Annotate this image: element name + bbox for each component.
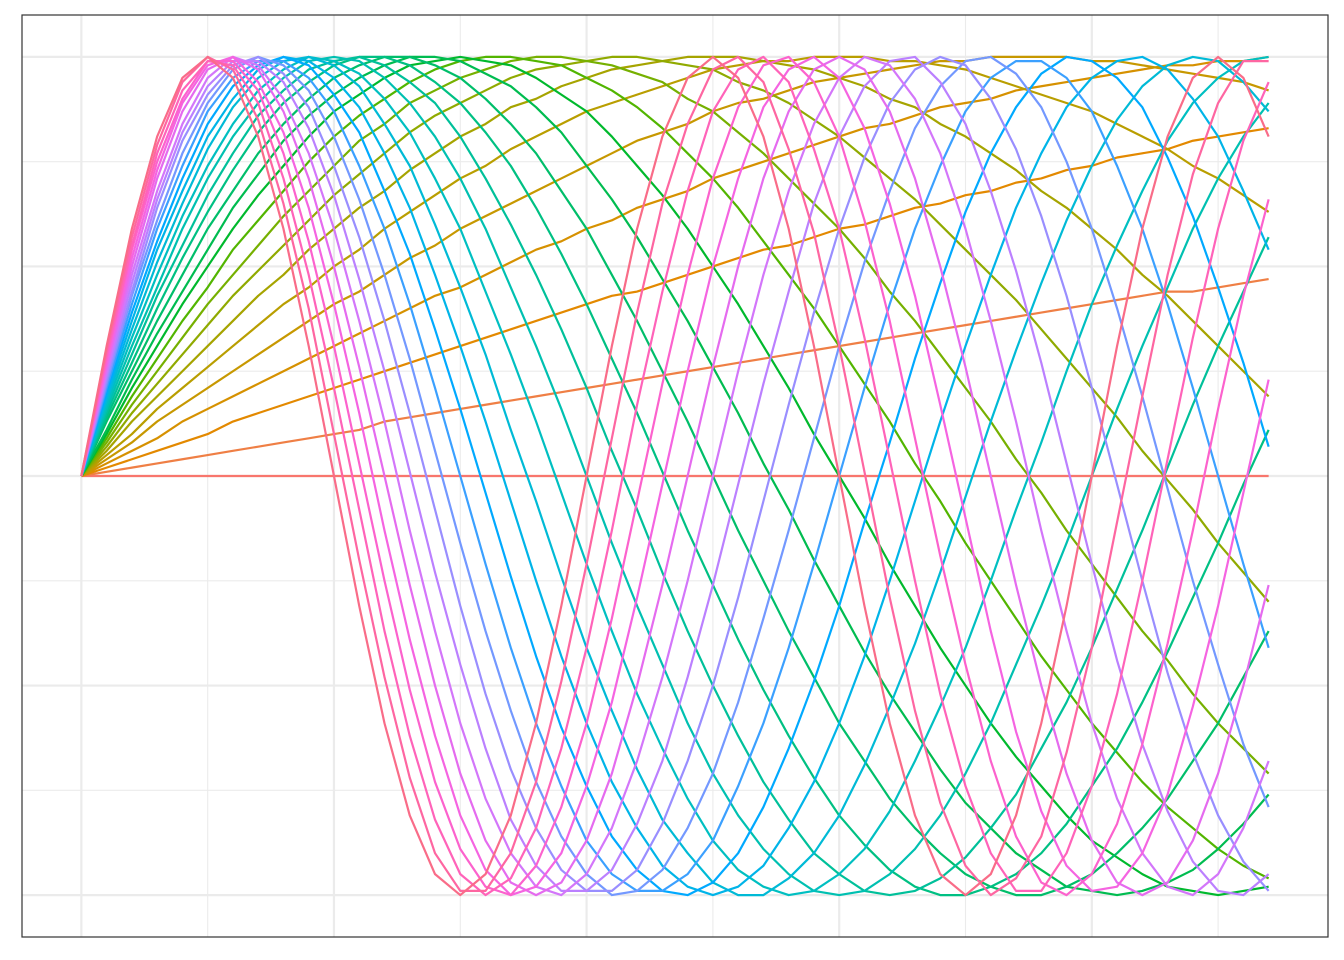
series-line <box>80 55 1270 897</box>
series-line <box>80 55 1270 897</box>
series-line <box>80 55 1270 603</box>
series-line <box>80 55 1270 477</box>
panel-border <box>21 14 1329 938</box>
series-line <box>81 127 1269 478</box>
series-line <box>80 55 1270 897</box>
lines <box>80 55 1270 897</box>
series-line <box>80 55 1270 897</box>
series-line <box>80 55 1270 892</box>
series-line <box>80 55 1270 775</box>
series-line <box>80 55 1270 897</box>
series-line <box>80 55 1269 897</box>
series-line <box>80 55 1270 897</box>
series-line <box>80 55 1270 897</box>
series-line <box>80 55 1269 897</box>
series-line <box>80 55 1270 897</box>
series-line <box>80 60 1270 892</box>
series-line <box>80 55 1269 897</box>
series-line <box>80 55 1270 897</box>
series-line <box>80 55 1270 897</box>
series-line <box>80 55 1270 897</box>
series-line <box>80 55 1270 897</box>
series-line <box>80 55 1269 477</box>
series-line <box>80 55 1270 897</box>
